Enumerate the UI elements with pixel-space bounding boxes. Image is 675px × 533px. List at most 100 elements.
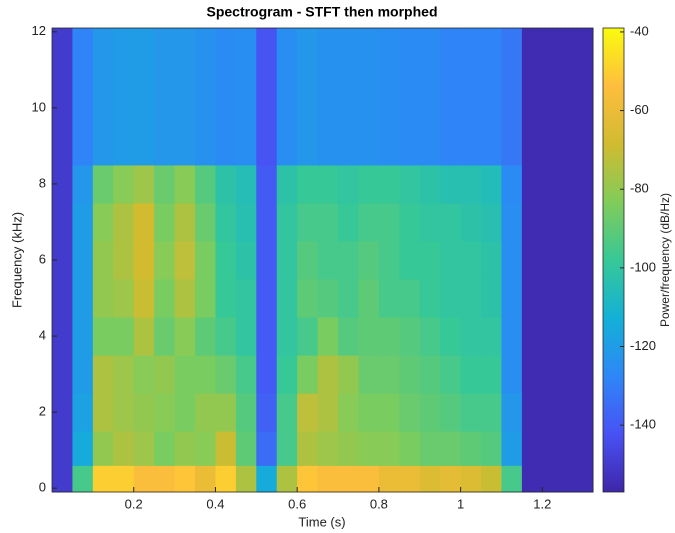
cell: [399, 393, 421, 432]
cell: [235, 393, 257, 432]
cell: [215, 279, 237, 318]
cell: [174, 164, 196, 204]
cell: [317, 279, 339, 318]
cell: [358, 202, 380, 242]
cell: [297, 317, 319, 356]
cell: [460, 202, 482, 242]
cell: [174, 240, 196, 280]
cell: [154, 28, 176, 166]
cell: [521, 240, 543, 280]
cell: [317, 202, 339, 242]
cell: [501, 393, 523, 432]
cell: [276, 465, 298, 493]
cell: [562, 164, 594, 204]
cell: [317, 393, 339, 432]
cell: [378, 279, 400, 318]
cell: [481, 317, 502, 356]
cell: [440, 355, 462, 394]
cell: [52, 164, 73, 204]
cell: [419, 317, 441, 356]
x-axis-label: Time (s): [298, 514, 345, 529]
cell: [215, 28, 237, 166]
cell: [562, 431, 594, 466]
cell: [542, 393, 564, 432]
cell: [133, 393, 155, 432]
cell: [276, 431, 298, 466]
cell: [195, 164, 216, 204]
cell: [562, 465, 594, 493]
cell: [195, 465, 216, 493]
cell: [154, 393, 176, 432]
cell: [562, 355, 594, 394]
cell: [113, 164, 135, 204]
cell: [481, 240, 502, 280]
cell: [276, 28, 298, 166]
cell: [133, 317, 155, 356]
cell: [276, 355, 298, 394]
cell: [215, 355, 237, 394]
cell: [440, 393, 462, 432]
cell: [235, 279, 257, 318]
cell: [481, 465, 502, 493]
cell: [542, 465, 564, 493]
cell: [92, 240, 114, 280]
cell: [72, 164, 94, 204]
cell: [460, 164, 482, 204]
cell: [235, 355, 257, 394]
cell: [460, 317, 482, 356]
cell: [358, 465, 380, 493]
cell: [481, 28, 502, 166]
cell: [460, 279, 482, 318]
y-tick-label: 8: [39, 175, 46, 190]
y-tick-label: 12: [32, 23, 46, 38]
cell: [256, 28, 278, 166]
cell: [215, 202, 237, 242]
cell: [501, 279, 523, 318]
colorbar-tick-label: -40: [630, 23, 649, 38]
cell: [113, 465, 135, 493]
cell: [317, 240, 339, 280]
cell: [215, 465, 237, 493]
cell: [562, 240, 594, 280]
cell: [276, 317, 298, 356]
cell: [92, 465, 114, 493]
colorbar-tick-label: -120: [630, 338, 656, 353]
cell: [419, 28, 441, 166]
cell: [52, 431, 73, 466]
cell: [399, 240, 421, 280]
cell: [317, 317, 339, 356]
cell: [338, 202, 359, 242]
cell: [440, 317, 462, 356]
cell: [358, 279, 380, 318]
cell: [174, 431, 196, 466]
cell: [521, 28, 543, 166]
cell: [358, 240, 380, 280]
cell: [399, 28, 421, 166]
cell: [113, 240, 135, 280]
cell: [542, 202, 564, 242]
cell: [338, 28, 359, 166]
cell: [521, 355, 543, 394]
cell: [297, 465, 319, 493]
cell: [378, 202, 400, 242]
cell: [297, 393, 319, 432]
cell: [72, 355, 94, 394]
cell: [92, 202, 114, 242]
cell: [92, 317, 114, 356]
cell: [235, 465, 257, 493]
cell: [521, 279, 543, 318]
cell: [133, 279, 155, 318]
y-tick-label: 2: [39, 404, 46, 419]
cell: [174, 355, 196, 394]
cell: [419, 279, 441, 318]
cell: [317, 465, 339, 493]
cell: [235, 164, 257, 204]
cell: [521, 202, 543, 242]
cell: [378, 431, 400, 466]
cell: [215, 164, 237, 204]
cell: [113, 431, 135, 466]
cell: [235, 28, 257, 166]
cell: [256, 393, 278, 432]
cell: [174, 465, 196, 493]
cell: [297, 28, 319, 166]
